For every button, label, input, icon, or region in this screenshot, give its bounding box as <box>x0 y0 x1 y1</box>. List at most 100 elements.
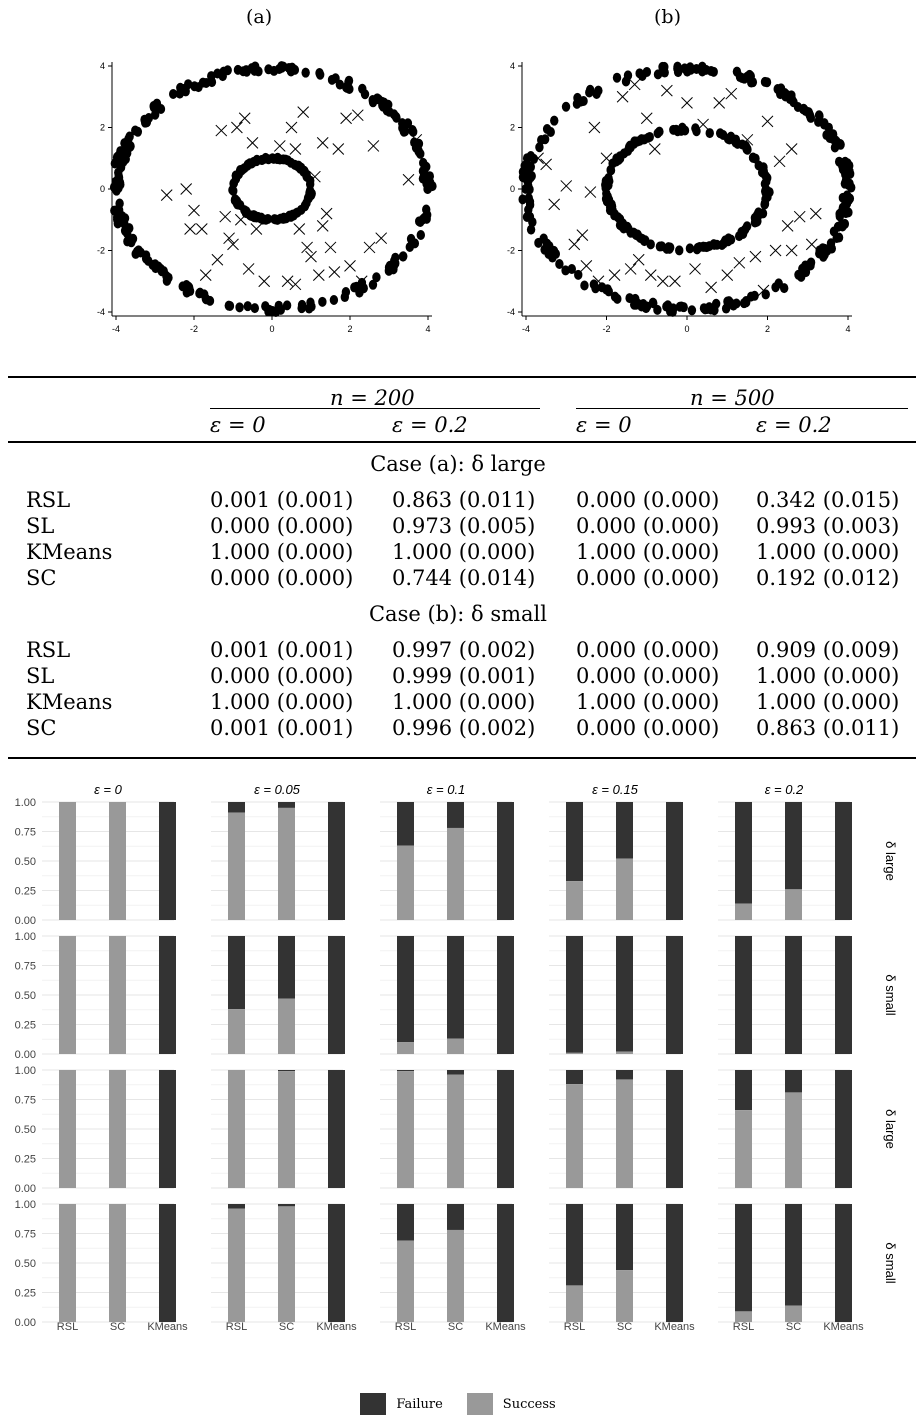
x-tick-label: 0 <box>684 324 689 334</box>
cross-point <box>285 121 298 134</box>
bar-success <box>785 1092 802 1188</box>
data-point <box>838 160 847 171</box>
data-point <box>711 298 721 309</box>
bar-failure <box>566 802 583 882</box>
data-point <box>526 224 536 235</box>
column-header: ε = 0 <box>576 413 632 437</box>
data-point <box>144 112 154 123</box>
data-point <box>776 89 785 100</box>
data-point <box>141 250 151 261</box>
data-point <box>615 220 625 231</box>
bar-failure <box>497 936 514 1054</box>
bar-success <box>447 1229 464 1322</box>
method-label: SC <box>26 716 57 740</box>
bar-failure <box>447 1204 464 1230</box>
cross-stroke <box>305 250 317 263</box>
data-point <box>389 260 399 271</box>
bar-failure <box>159 1204 176 1322</box>
cross-point <box>246 137 259 149</box>
data-point <box>422 209 432 220</box>
data-point <box>686 64 696 75</box>
table-cell: 0.000 (0.000) <box>210 514 354 538</box>
x-category-label: KMeans <box>485 1321 526 1333</box>
table-cell: 0.744 (0.014) <box>392 566 536 590</box>
cross-point <box>328 266 341 278</box>
x-category-label: RSL <box>57 1321 78 1333</box>
faceted-bar-chart: ε = 0 ε = 0.05 ε = 0.1 ε = 0.15 ε = 0.2 0.00 0… <box>15 782 898 1333</box>
cross-stroke <box>580 260 593 272</box>
cross-stroke <box>324 241 337 254</box>
y-tick-label: 2 <box>510 123 515 133</box>
cross-point <box>689 263 701 275</box>
cross-stroke <box>332 143 345 155</box>
y-tick-label: 0.25 <box>15 1154 36 1166</box>
cross-point <box>258 275 271 288</box>
cross-point <box>367 140 380 152</box>
cross-stroke <box>351 109 364 122</box>
bar-success <box>59 1204 76 1322</box>
cross-stroke <box>285 121 298 134</box>
legend-item-failure: Failure <box>360 1393 443 1415</box>
data-point <box>305 179 315 190</box>
data-point <box>307 301 316 312</box>
cross-point <box>769 244 782 257</box>
data-point <box>241 65 251 76</box>
y-tick-label: 0.25 <box>15 1020 36 1032</box>
data-point <box>149 102 159 113</box>
bar-failure <box>785 1204 802 1306</box>
cross-stroke <box>273 140 286 152</box>
table-cell: 0.192 (0.012) <box>756 566 900 590</box>
data-point <box>359 283 368 294</box>
x-category-label: SC <box>617 1321 632 1333</box>
x-category-label: RSL <box>733 1321 754 1333</box>
data-point <box>539 233 548 244</box>
cross-point <box>199 269 212 281</box>
data-point <box>524 175 533 186</box>
data-point <box>132 246 142 257</box>
cross-stroke <box>227 238 239 251</box>
cross-point <box>223 232 235 245</box>
bar-failure <box>785 802 802 890</box>
cross-point <box>344 260 356 272</box>
bar-success <box>109 1204 126 1322</box>
data-point <box>318 296 327 307</box>
cross-stroke <box>195 223 208 235</box>
data-point <box>833 221 843 232</box>
bar-success <box>735 1311 752 1322</box>
data-point <box>794 269 803 280</box>
bar-failure <box>159 1070 176 1188</box>
cross-point <box>312 269 325 281</box>
table-cell: 0.993 (0.003) <box>756 514 900 538</box>
bar-failure <box>278 936 295 999</box>
cross-stroke <box>293 223 306 235</box>
data-point <box>125 131 134 142</box>
cross-point <box>160 189 173 202</box>
data-point <box>113 218 123 229</box>
cross-stroke <box>773 155 786 168</box>
data-point <box>405 242 415 253</box>
data-point <box>580 280 589 291</box>
y-tick-label: 0.50 <box>15 1258 36 1270</box>
cross-stroke <box>721 269 734 281</box>
bar-failure <box>735 1070 752 1111</box>
data-point <box>602 196 612 207</box>
cross-stroke <box>316 220 329 232</box>
bar-failure <box>228 936 245 1010</box>
cross-stroke <box>644 269 657 281</box>
table-cell: 0.342 (0.015) <box>756 488 900 512</box>
facet-title: ε = 0.05 <box>254 782 301 797</box>
cross-point <box>648 143 661 155</box>
y-tick-label: 0.00 <box>15 1049 36 1061</box>
x-category-label: KMeans <box>654 1321 695 1333</box>
data-point <box>231 173 241 184</box>
y-tick-label: 0.25 <box>15 1288 36 1300</box>
cross-stroke <box>624 263 637 275</box>
method-label: KMeans <box>26 540 113 564</box>
cross-point <box>316 137 329 149</box>
cross-stroke <box>281 275 294 288</box>
data-point <box>368 97 378 108</box>
cross-stroke <box>402 173 415 186</box>
bar-failure <box>447 936 464 1039</box>
cross-stroke <box>250 223 263 235</box>
y-tick-label: 1.00 <box>15 1199 36 1211</box>
